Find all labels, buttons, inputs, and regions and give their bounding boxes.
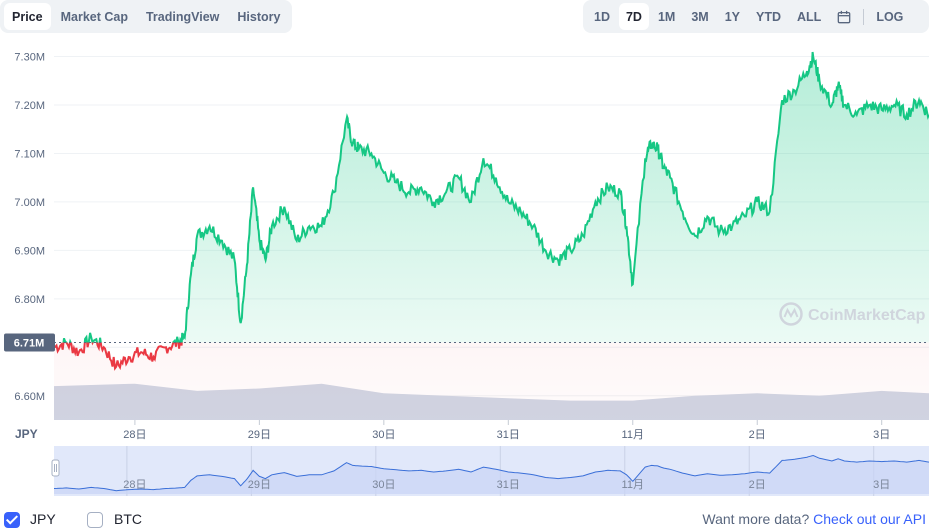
price-chart: 6.60M 6.80M 6.90M 7.00M 7.10M 7.20M 7.30M 6.71…	[4, 51, 929, 496]
chart-type-tabs: Price Market Cap TradingView History	[0, 0, 292, 33]
navigator-tick-label: 3日	[873, 479, 890, 491]
currency-axis-label: JPY	[15, 427, 38, 441]
svg-text:CoinMarketCap: CoinMarketCap	[808, 307, 926, 324]
y-tick-label: 7.00M	[14, 197, 45, 209]
y-tick-label: 6.60M	[14, 391, 45, 403]
y-tick-label: 7.30M	[14, 52, 45, 64]
tab-price[interactable]: Price	[4, 3, 51, 30]
range-1m[interactable]: 1M	[657, 9, 676, 24]
range-navigator[interactable]: 28日 29日 30日 31日 11月 2日 3日	[51, 446, 929, 496]
x-tick-label: 31日	[497, 429, 520, 441]
range-3m[interactable]: 3M	[691, 9, 709, 24]
navigator-tick-label: 11月	[622, 479, 644, 491]
reference-price-label: 6.71M	[4, 333, 55, 352]
coinmarketcap-logo-icon	[779, 302, 803, 326]
navigator-x-ticks: 28日 29日 30日 31日 11月 2日 3日	[123, 479, 890, 491]
jpy-label: JPY	[30, 511, 56, 527]
jpy-checkbox[interactable]	[4, 512, 20, 528]
y-tick-label: 6.90M	[14, 245, 45, 257]
tab-history[interactable]: History	[237, 9, 281, 24]
svg-text:6.71M: 6.71M	[14, 337, 45, 349]
navigator-area	[54, 455, 929, 494]
toolbar-divider	[863, 8, 865, 25]
more-data-text: Want more data? Check out our API	[702, 511, 926, 527]
x-axis-ticks: 28日 29日 30日 31日 11月 2日 3日	[123, 420, 890, 441]
navigator-tick-label: 29日	[248, 479, 271, 491]
price-line-up	[61, 51, 929, 343]
x-tick-label: 3日	[873, 429, 890, 441]
price-area-fill-down	[54, 342, 929, 420]
range-1y[interactable]: 1Y	[724, 9, 741, 24]
navigator-tick-label: 31日	[497, 479, 520, 491]
price-area-fill-up	[63, 52, 929, 343]
navigator-tick-label: 2日	[749, 479, 766, 491]
range-7d[interactable]: 7D	[618, 3, 649, 30]
btc-label: BTC	[114, 511, 142, 527]
time-range-selector: 1D 7D 1M 3M 1Y YTD ALL LOG	[583, 0, 929, 33]
watermark: CoinMarketCap	[779, 302, 926, 326]
y-tick-label: 6.80M	[14, 294, 45, 306]
log-scale-toggle[interactable]: LOG	[876, 9, 904, 24]
navigator-tick-label: 28日	[123, 479, 146, 491]
x-tick-label: 30日	[372, 429, 395, 441]
navigator-tick-label: 30日	[372, 479, 395, 491]
tab-market-cap[interactable]: Market Cap	[60, 9, 128, 24]
calendar-icon[interactable]	[830, 3, 858, 30]
x-tick-label: 29日	[248, 429, 271, 441]
btc-checkbox[interactable]	[87, 512, 103, 528]
x-tick-label: 2日	[749, 429, 766, 441]
chart-footer: JPY BTC Want more data? Check out our AP…	[0, 508, 929, 528]
range-all[interactable]: ALL	[797, 9, 822, 24]
y-tick-label: 7.20M	[14, 100, 45, 112]
x-tick-label: 28日	[123, 429, 146, 441]
navigator-line	[53, 454, 929, 492]
tab-tradingview[interactable]: TradingView	[145, 9, 220, 24]
x-tick-label: 11月	[622, 429, 644, 441]
range-ytd[interactable]: YTD	[756, 9, 782, 24]
y-axis-ticks: 6.60M 6.80M 6.90M 7.00M 7.10M 7.20M 7.30M	[14, 52, 45, 403]
coinmarketcap-mark-icon	[783, 307, 799, 318]
chart-toolbar: Price Market Cap TradingView History 1D …	[0, 0, 929, 34]
range-1d[interactable]: 1D	[594, 9, 610, 24]
navigator-left-handle[interactable]	[51, 459, 60, 477]
y-tick-label: 7.10M	[14, 148, 45, 160]
api-link[interactable]: Check out our API	[813, 511, 926, 527]
